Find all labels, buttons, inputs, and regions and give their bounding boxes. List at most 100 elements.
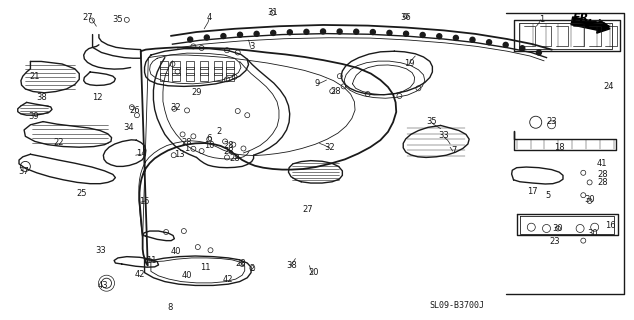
- Text: 19: 19: [404, 60, 414, 68]
- Text: 16: 16: [605, 221, 616, 230]
- Text: 3: 3: [250, 42, 255, 51]
- Text: 29: 29: [191, 88, 202, 97]
- Text: 40: 40: [181, 271, 191, 280]
- Text: 5: 5: [546, 191, 551, 200]
- Text: 43: 43: [98, 281, 108, 290]
- Text: 1: 1: [184, 144, 190, 153]
- Bar: [172, 73, 180, 81]
- Text: 6: 6: [207, 134, 212, 143]
- Text: 28: 28: [223, 148, 233, 156]
- Bar: [186, 67, 194, 75]
- Text: 7: 7: [451, 146, 456, 155]
- Circle shape: [204, 35, 209, 40]
- Text: 35: 35: [426, 117, 436, 126]
- Text: 17: 17: [527, 188, 538, 196]
- Text: 8: 8: [167, 303, 172, 312]
- Bar: [186, 73, 194, 81]
- Text: 10: 10: [204, 141, 214, 150]
- Circle shape: [271, 30, 276, 36]
- Text: 23: 23: [550, 237, 560, 246]
- Text: 24: 24: [604, 82, 614, 91]
- Text: 38: 38: [36, 93, 46, 102]
- Text: 32: 32: [171, 103, 181, 112]
- Circle shape: [520, 46, 525, 51]
- Bar: [200, 67, 208, 75]
- Text: 27: 27: [82, 13, 93, 22]
- Bar: [172, 67, 180, 75]
- Text: 11: 11: [146, 256, 156, 265]
- Text: 26: 26: [129, 106, 139, 115]
- Text: 33: 33: [96, 246, 106, 255]
- Bar: [214, 67, 222, 75]
- Text: 2: 2: [216, 127, 221, 136]
- Bar: [160, 73, 167, 81]
- Text: 30: 30: [553, 224, 563, 233]
- Circle shape: [486, 40, 491, 45]
- Text: 13: 13: [174, 150, 184, 159]
- Text: 28: 28: [230, 154, 240, 163]
- Bar: [160, 67, 167, 75]
- Circle shape: [254, 31, 259, 36]
- Text: 36: 36: [401, 13, 411, 22]
- Circle shape: [238, 32, 243, 37]
- Circle shape: [370, 29, 375, 35]
- Text: 28: 28: [236, 260, 246, 268]
- Circle shape: [387, 30, 392, 36]
- Text: 30: 30: [588, 229, 598, 238]
- Bar: [226, 73, 233, 81]
- Text: 28: 28: [597, 178, 607, 187]
- Text: 2: 2: [249, 264, 254, 273]
- Text: 14: 14: [136, 149, 146, 158]
- Text: 34: 34: [124, 124, 134, 132]
- Text: 4: 4: [207, 13, 212, 22]
- Text: 30: 30: [585, 195, 595, 204]
- Text: 11: 11: [200, 263, 210, 272]
- Text: 31: 31: [268, 8, 278, 17]
- Text: 18: 18: [554, 143, 564, 152]
- Text: 28: 28: [331, 87, 341, 96]
- Circle shape: [337, 29, 342, 34]
- Bar: [160, 60, 167, 68]
- Text: 32: 32: [325, 143, 335, 152]
- Text: 20: 20: [309, 268, 319, 277]
- Circle shape: [354, 29, 359, 34]
- Text: 25: 25: [76, 189, 86, 198]
- Text: 33: 33: [439, 132, 449, 140]
- Text: 12: 12: [92, 93, 102, 102]
- Bar: [172, 60, 180, 68]
- Circle shape: [503, 42, 508, 47]
- Circle shape: [221, 34, 226, 39]
- Text: 40: 40: [171, 247, 181, 256]
- Circle shape: [536, 50, 541, 55]
- Bar: [226, 60, 233, 68]
- Text: 22: 22: [53, 138, 63, 147]
- Text: 1: 1: [540, 15, 545, 24]
- Text: SL09-B3700J: SL09-B3700J: [429, 301, 484, 310]
- Text: 21: 21: [30, 72, 40, 81]
- Text: 28: 28: [597, 170, 607, 179]
- Circle shape: [420, 32, 425, 37]
- Bar: [226, 67, 233, 75]
- Circle shape: [321, 29, 325, 34]
- Circle shape: [470, 37, 475, 42]
- Text: 38: 38: [287, 261, 297, 270]
- Text: 41: 41: [597, 159, 607, 168]
- Circle shape: [304, 29, 309, 34]
- Circle shape: [453, 36, 458, 40]
- Text: 9: 9: [314, 79, 320, 88]
- Bar: [214, 60, 222, 68]
- Text: 37: 37: [19, 167, 29, 176]
- Text: 15: 15: [139, 197, 150, 206]
- Bar: [200, 60, 208, 68]
- Text: 27: 27: [302, 205, 313, 214]
- Text: 28: 28: [182, 138, 192, 147]
- Bar: [200, 73, 208, 81]
- Bar: [186, 60, 194, 68]
- FancyArrow shape: [571, 17, 610, 33]
- Text: 39: 39: [29, 112, 39, 121]
- Text: 23: 23: [547, 117, 557, 126]
- Text: 42: 42: [223, 275, 233, 284]
- Text: 42: 42: [134, 270, 145, 279]
- Text: 28: 28: [223, 141, 233, 150]
- Text: FR.: FR.: [573, 12, 593, 23]
